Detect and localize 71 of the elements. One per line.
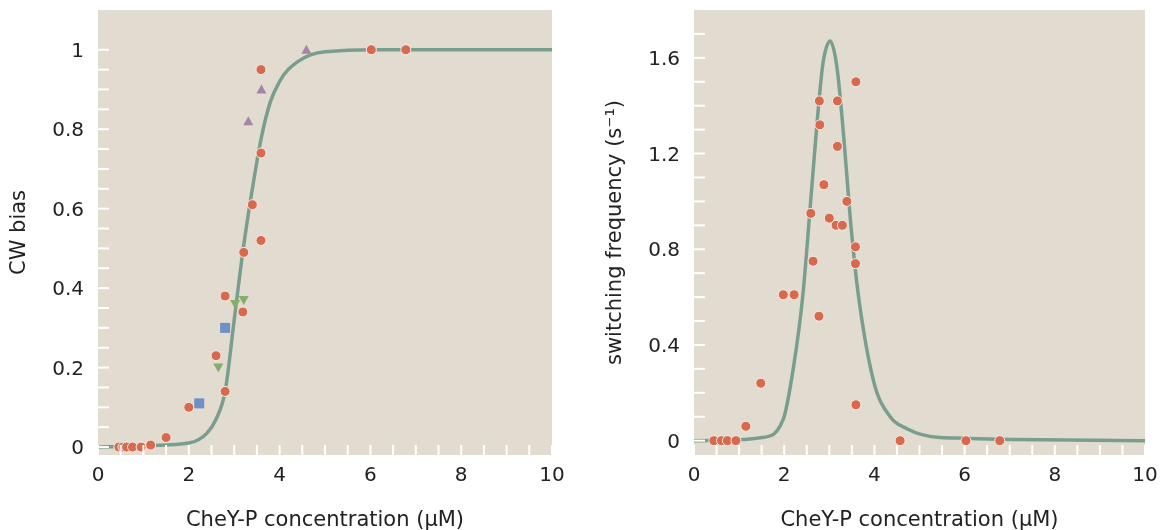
x-tick-label: 0	[687, 462, 701, 486]
point	[194, 398, 205, 409]
x-tick-label: 6	[958, 462, 971, 486]
y-tick-label: 0.4	[52, 276, 84, 301]
point	[255, 64, 267, 76]
point	[818, 179, 830, 191]
point	[210, 350, 222, 362]
point	[850, 399, 862, 411]
point	[831, 140, 843, 152]
point	[805, 207, 817, 219]
y-tick-label: 0.2	[52, 355, 84, 380]
y-tick-label: 0.8	[648, 237, 680, 262]
point	[213, 363, 224, 373]
point	[237, 306, 249, 318]
point	[145, 439, 157, 451]
point	[894, 435, 906, 447]
point	[238, 246, 250, 258]
x-tick-label: 6	[364, 462, 377, 486]
point	[849, 258, 861, 270]
point	[849, 241, 861, 253]
x-tick-label: 2	[777, 462, 791, 486]
x-tick-label: 0	[91, 462, 105, 486]
x-tick-label: 4	[868, 462, 881, 486]
x-axis-title: CheY-P concentration (μM)	[185, 507, 465, 530]
point	[994, 435, 1006, 447]
point	[850, 76, 862, 88]
point	[841, 195, 853, 207]
point	[243, 116, 254, 126]
point	[255, 147, 267, 159]
point	[807, 255, 819, 267]
y-tick-label: 1.6	[648, 45, 680, 70]
point	[777, 289, 789, 301]
point	[836, 219, 848, 231]
point	[814, 119, 826, 131]
point	[255, 234, 267, 246]
point	[219, 290, 231, 302]
point	[831, 95, 843, 107]
point	[823, 212, 835, 224]
point	[246, 199, 258, 211]
y-tick-label: 1	[71, 37, 84, 62]
point	[755, 377, 767, 389]
point	[730, 435, 742, 447]
x-tick-label: 10	[539, 462, 565, 486]
point	[160, 432, 172, 444]
point	[238, 296, 249, 306]
point	[301, 44, 312, 54]
point	[365, 44, 377, 56]
y-tick-label: 0.8	[52, 117, 84, 142]
point	[219, 385, 231, 397]
point	[813, 95, 825, 107]
point	[740, 420, 752, 432]
y-tick-label: 1.2	[648, 141, 680, 166]
y-tick-label: 0.6	[52, 196, 84, 221]
point	[220, 322, 231, 333]
y-tick-label: 0.4	[648, 332, 680, 357]
point	[813, 310, 825, 322]
point	[960, 435, 972, 447]
point	[788, 289, 800, 301]
x-tick-label: 8	[1048, 462, 1062, 486]
y-axis-title: CW bias	[6, 189, 31, 276]
x-axis-title: CheY-P concentration (μM)	[780, 507, 1059, 530]
point	[230, 300, 241, 310]
point	[183, 401, 195, 413]
point	[400, 44, 412, 56]
x-tick-label: 8	[454, 462, 468, 486]
y-tick-label: 0	[667, 428, 680, 453]
x-tick-label: 4	[273, 462, 286, 486]
y-axis-title: switching frequency (s⁻¹)	[602, 99, 627, 366]
x-tick-label: 2	[182, 462, 196, 486]
x-tick-label: 10	[1132, 462, 1158, 486]
y-tick-label: 0	[71, 435, 84, 460]
